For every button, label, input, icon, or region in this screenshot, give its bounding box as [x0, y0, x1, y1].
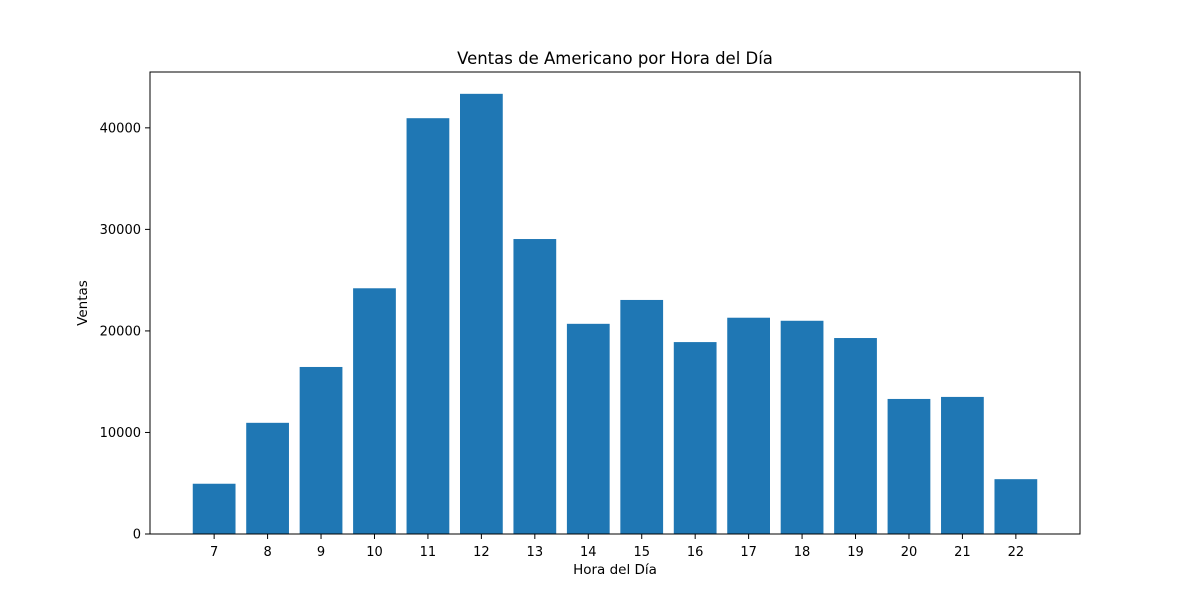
x-tick-label-9: 9 — [317, 545, 325, 560]
x-tick-label-10: 10 — [366, 545, 383, 560]
bar-19 — [834, 338, 877, 534]
x-tick-label-11: 11 — [420, 545, 437, 560]
bar-16 — [673, 342, 717, 534]
chart-title: Ventas de Americano por Hora del Día — [457, 49, 773, 68]
bar-10 — [353, 288, 396, 534]
bar-11 — [406, 118, 450, 534]
bar-9 — [299, 366, 343, 534]
x-tick-label-20: 20 — [901, 545, 918, 560]
bar-13 — [513, 239, 557, 534]
x-axis-label: Hora del Día — [573, 562, 657, 578]
bar-21 — [941, 396, 984, 534]
bar-15 — [620, 299, 664, 534]
y-axis-label: Ventas — [75, 280, 91, 326]
bar-8 — [246, 422, 289, 534]
bar-12 — [460, 93, 503, 534]
bar-22 — [994, 479, 1038, 534]
bar-14 — [566, 323, 610, 534]
x-tick-label-22: 22 — [1008, 545, 1025, 560]
bar-17 — [727, 317, 770, 534]
y-tick-label-40000: 40000 — [100, 121, 141, 136]
x-tick-label-16: 16 — [687, 545, 704, 560]
x-tick-label-18: 18 — [794, 545, 811, 560]
x-tick-label-13: 13 — [527, 545, 544, 560]
y-tick-label-20000: 20000 — [100, 324, 141, 339]
x-tick-label-19: 19 — [847, 545, 864, 560]
bar-7 — [192, 483, 236, 534]
bar-20 — [887, 398, 931, 534]
x-tick-label-14: 14 — [580, 545, 597, 560]
y-axis-ticks: 0 10000 20000 30000 40000 — [100, 121, 150, 543]
x-tick-label-21: 21 — [954, 545, 971, 560]
bar-18 — [780, 320, 824, 534]
plot-frame — [149, 71, 1081, 535]
x-tick-label-12: 12 — [473, 545, 490, 560]
x-tick-label-17: 17 — [740, 545, 757, 560]
x-tick-label-7: 7 — [210, 545, 218, 560]
bars-group — [192, 93, 1038, 534]
x-tick-label-15: 15 — [633, 545, 650, 560]
y-tick-label-10000: 10000 — [100, 426, 141, 441]
x-tick-label-8: 8 — [263, 545, 271, 560]
y-tick-label-0: 0 — [133, 528, 141, 543]
x-axis-ticks: 7 8 9 10 11 12 13 14 15 16 17 18 19 20 21 22 — [210, 534, 1024, 560]
y-tick-label-30000: 30000 — [100, 223, 141, 238]
